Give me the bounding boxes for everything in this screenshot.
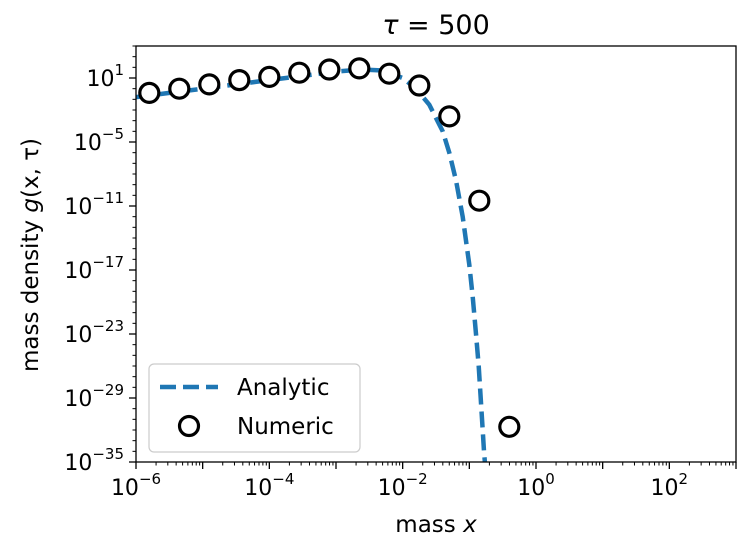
plot-frame xyxy=(135,45,737,463)
numeric-data-point xyxy=(198,73,221,96)
numeric-data-point xyxy=(408,74,431,97)
numeric-data-point xyxy=(438,105,461,128)
x-tick-label: 10−2 xyxy=(378,470,428,501)
x-tick-label: 10−6 xyxy=(111,470,161,501)
numeric-data-point xyxy=(468,189,491,212)
y-tick-label: 10−29 xyxy=(64,381,124,412)
x-axis-label: mass x xyxy=(395,512,477,538)
legend-box xyxy=(148,363,361,453)
x-axis-ticks: 10−6 10−4 10−2 100 102 xyxy=(111,462,737,501)
y-tick-label: 10−5 xyxy=(74,125,124,156)
numeric-data-point xyxy=(138,81,161,105)
y-tick-label: 101 xyxy=(86,61,124,92)
numeric-data-point xyxy=(258,65,281,89)
y-tick-label: 10−23 xyxy=(64,317,124,348)
numeric-data-point xyxy=(378,62,401,85)
numeric-data-point xyxy=(168,77,191,100)
y-axis-ticks: 101 10−5 10−11 10−17 10−23 10−29 10−35 xyxy=(64,45,136,476)
legend-numeric-swatch xyxy=(177,414,201,438)
numeric-data-point xyxy=(348,57,371,80)
x-tick-label: 10−4 xyxy=(244,470,294,501)
y-tick-label: 10−17 xyxy=(64,253,124,284)
x-tick-label: 100 xyxy=(517,470,555,501)
legend: Analytic Numeric xyxy=(148,363,361,453)
numeric-data-point xyxy=(288,61,311,84)
y-tick-label: 10−11 xyxy=(64,189,124,220)
legend-numeric-label: Numeric xyxy=(237,414,334,440)
legend-analytic-label: Analytic xyxy=(237,375,329,401)
numeric-data-point xyxy=(228,68,251,92)
x-tick-label: 102 xyxy=(651,470,689,501)
y-tick-label: 10−35 xyxy=(64,445,124,476)
chart-title: τ = 500 xyxy=(382,10,490,41)
y-axis-label: mass density g(x, τ) xyxy=(18,138,44,372)
numeric-data-point xyxy=(498,415,521,438)
numeric-data-point xyxy=(318,58,341,81)
